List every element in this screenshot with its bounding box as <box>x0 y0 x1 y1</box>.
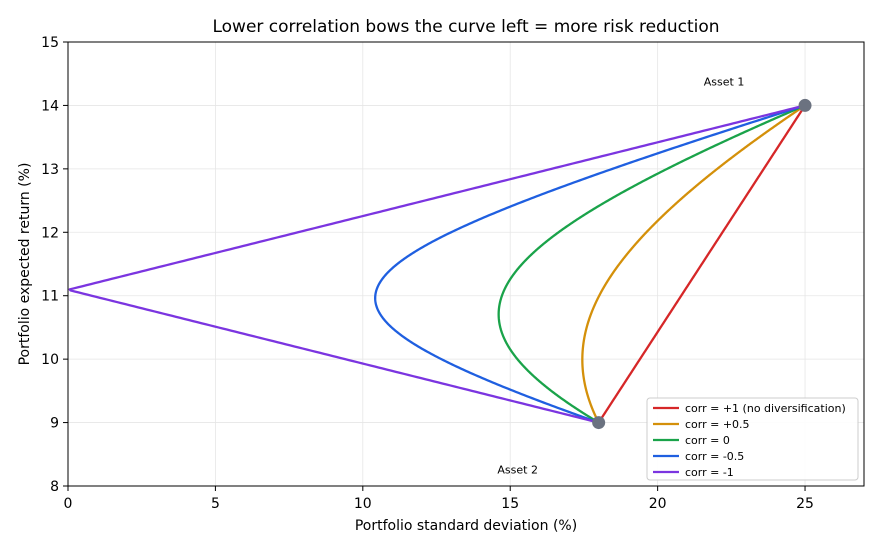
asset-marker-1 <box>798 98 812 112</box>
x-axis-label: Portfolio standard deviation (%) <box>355 518 577 534</box>
legend-label-1: corr = +0.5 <box>685 418 750 431</box>
legend-label-4: corr = -1 <box>685 466 734 479</box>
y-tick-label: 12 <box>41 225 59 241</box>
x-tick-label: 20 <box>649 496 667 512</box>
x-tick-label: 15 <box>501 496 519 512</box>
chart-title: Lower correlation bows the curve left = … <box>212 17 719 37</box>
legend-label-3: corr = -0.5 <box>685 450 744 463</box>
y-tick-label: 14 <box>41 98 59 114</box>
asset-2-label: Asset 2 <box>497 464 538 477</box>
legend-box <box>646 397 859 481</box>
legend-label-2: corr = 0 <box>685 434 730 447</box>
series-line-4 <box>68 104 806 424</box>
y-tick-label: 10 <box>41 352 59 368</box>
legend: corr = +1 (no diversification) corr = +0.… <box>646 397 859 481</box>
legend-label-0: corr = +1 (no diversification) <box>685 402 846 415</box>
series-layer <box>68 104 807 424</box>
y-tick-label: 13 <box>41 162 59 178</box>
series-line-1 <box>581 104 806 424</box>
x-tick-label: 0 <box>64 496 73 512</box>
asset-marker-2 <box>592 416 606 430</box>
plot-frame <box>67 41 865 487</box>
asset-1-label: Asset 1 <box>704 75 745 88</box>
x-tick-label: 10 <box>354 496 372 512</box>
x-tick-label: 25 <box>796 496 814 512</box>
series-line-0 <box>597 104 807 424</box>
asset-annotations: Asset 1 Asset 2 <box>497 75 744 476</box>
y-tick-label: 8 <box>50 479 59 495</box>
y-axis-ticks: 8 9 10 11 12 13 14 15 <box>41 35 68 495</box>
y-tick-label: 9 <box>50 416 59 432</box>
y-axis-label: Portfolio expected return (%) <box>17 163 33 366</box>
y-tick-label: 15 <box>41 35 59 51</box>
marker-layer <box>592 98 812 430</box>
x-axis-ticks: 0 5 10 15 20 25 <box>64 486 814 512</box>
x-tick-label: 5 <box>211 496 220 512</box>
y-tick-label: 11 <box>41 289 59 305</box>
series-line-3 <box>374 104 806 424</box>
series-line-2 <box>497 104 806 424</box>
